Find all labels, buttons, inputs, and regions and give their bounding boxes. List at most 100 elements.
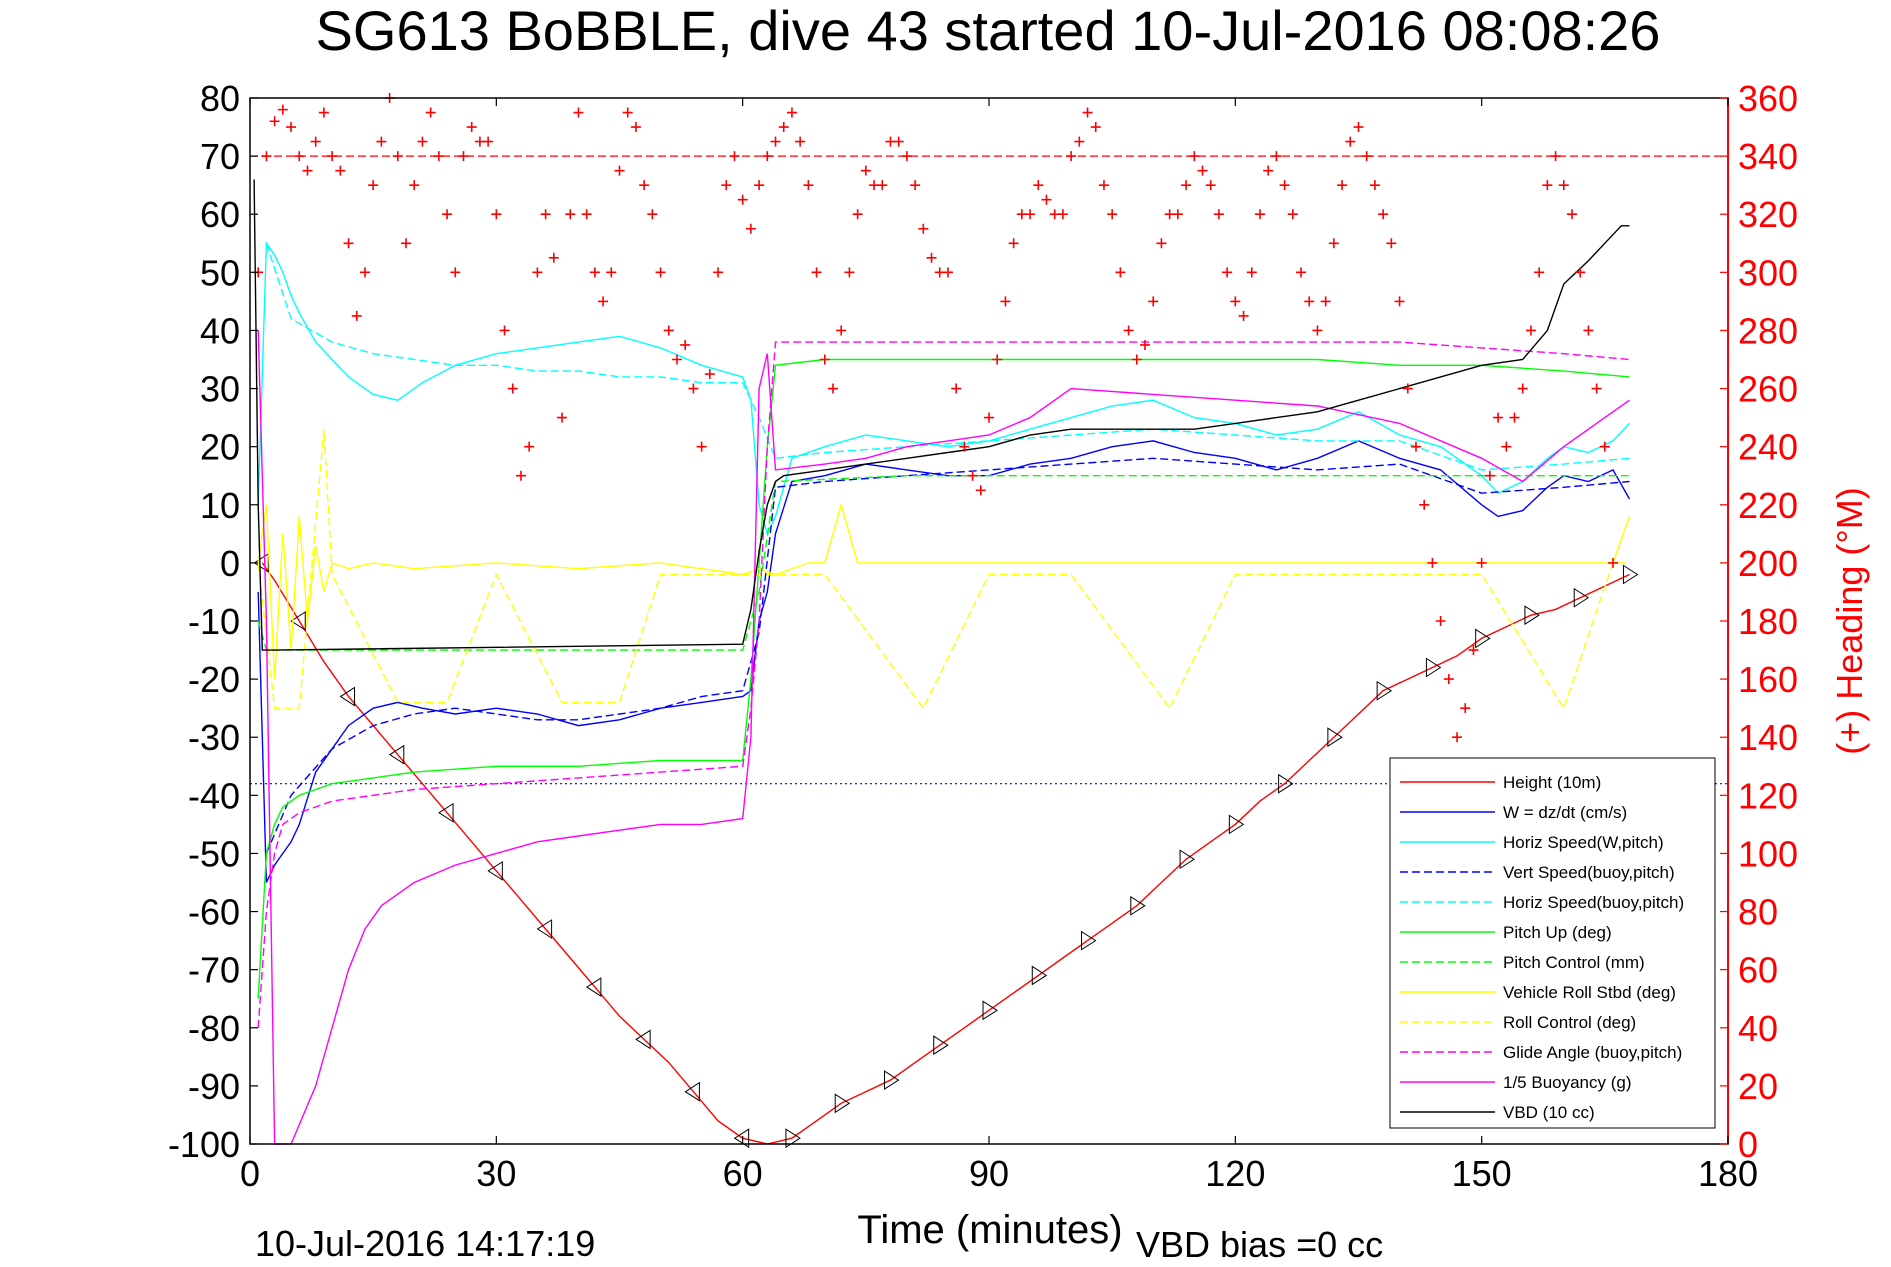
height-marker (1622, 564, 1639, 585)
height-markers (253, 552, 1639, 1149)
heading-point (401, 238, 412, 249)
heading-point (532, 267, 543, 278)
legend-item-pitch-control-mm: Pitch Control (mm) (1400, 953, 1645, 972)
height-marker (1081, 930, 1097, 951)
heading-point (992, 354, 1003, 365)
height-marker (1475, 628, 1491, 649)
height-marker (1228, 814, 1245, 835)
heading-point (409, 180, 420, 191)
y2-tick-label: 100 (1738, 833, 1798, 874)
y2-tick-label: 80 (1738, 892, 1778, 933)
height-marker (684, 1081, 700, 1102)
heading-point (647, 209, 658, 220)
heading-point (1000, 296, 1011, 307)
height-marker (1031, 965, 1048, 986)
heading-point (680, 339, 691, 350)
heading-point (450, 267, 461, 278)
legend-label: Vert Speed(buoy,pitch) (1503, 863, 1675, 882)
legend-label: Pitch Control (mm) (1503, 953, 1645, 972)
y2-tick-label: 40 (1738, 1008, 1778, 1049)
heading-point (483, 136, 494, 147)
heading-point (327, 151, 338, 162)
footer-date: 10-Jul-2016 14:17:19 (255, 1223, 595, 1262)
legend-item-w-dz-dt-cm-s: W = dz/dt (cm/s) (1400, 803, 1627, 822)
heading-point (1599, 441, 1610, 452)
y-tick-label: 40 (200, 310, 240, 351)
heading-point (1591, 383, 1602, 394)
series-vbd-10-cc (253, 179, 1630, 651)
y-tick-label: -10 (188, 601, 240, 642)
footer-vbd-bias: VBD bias =0 cc (1136, 1224, 1383, 1262)
legend-item-horiz-speed-w-pitch: Horiz Speed(W,pitch) (1400, 833, 1664, 852)
y2-tick-label: 320 (1738, 194, 1798, 235)
y-tick-label: -80 (188, 1008, 240, 1049)
legend-label: Horiz Speed(W,pitch) (1503, 833, 1664, 852)
series-1-5-buoyancy-g (257, 330, 1630, 1145)
heading-point (975, 485, 986, 496)
heading-point (1345, 136, 1356, 147)
heading-point (1566, 209, 1577, 220)
legend-items: Height (10m) W = dz/dt (cm/s) Horiz Speed(… (1400, 773, 1684, 1122)
heading-point (1608, 557, 1619, 568)
height-marker (536, 919, 553, 939)
heading-point (524, 441, 535, 452)
heading-point (803, 180, 814, 191)
heading-point (1361, 151, 1372, 162)
x-tick-label: 90 (969, 1153, 1009, 1194)
y2-axis-label: (+) Heading (°M) (1829, 487, 1870, 754)
legend-item-roll-control-deg: Roll Control (deg) (1400, 1013, 1636, 1032)
heading-point (942, 267, 953, 278)
x-axis-label: Time (minutes) (857, 1208, 1122, 1252)
heading-point (639, 180, 650, 191)
heading-point (515, 470, 526, 481)
height-marker (1179, 849, 1195, 870)
heading-point (1542, 180, 1553, 191)
heading-point (491, 209, 502, 220)
series-w-dz-dt-cm-s (257, 440, 1631, 883)
heading-point (860, 165, 871, 176)
heading-point (335, 165, 346, 176)
heading-point (318, 107, 329, 118)
heading-point (1419, 499, 1430, 510)
heading-point (836, 325, 847, 336)
y-tick-label: 0 (220, 543, 240, 584)
y2-tick-label: 280 (1738, 310, 1798, 351)
heading-point (261, 151, 272, 162)
series-height-10m (261, 562, 1630, 1145)
heading-point (630, 122, 641, 133)
heading-point (951, 383, 962, 394)
heading-point (729, 151, 740, 162)
y-tick-label: 30 (200, 369, 240, 410)
heading-point (294, 151, 305, 162)
heading-point (1222, 267, 1233, 278)
heading-point (1131, 354, 1142, 365)
heading-point (984, 412, 994, 423)
heading-point (557, 412, 568, 423)
y-tick-label: 20 (200, 427, 240, 468)
heading-point (606, 267, 617, 278)
height-marker (1573, 587, 1590, 608)
heading-point (770, 136, 781, 147)
heading-point (589, 267, 600, 278)
heading-point (795, 136, 806, 147)
heading-point (1525, 325, 1536, 336)
heading-point (466, 122, 477, 133)
heading-point (1460, 703, 1471, 714)
legend-label: Vehicle Roll Stbd (deg) (1503, 983, 1676, 1002)
heading-point (959, 441, 970, 452)
series-pitch-up-deg (257, 358, 1630, 999)
series-horiz-speed-w-pitch (257, 241, 1631, 536)
heading-point (819, 354, 830, 365)
heading-point (269, 116, 280, 127)
heading-point (1057, 209, 1068, 220)
heading-point (926, 252, 937, 263)
heading-point (671, 354, 682, 365)
heading-point (1410, 441, 1421, 452)
y-tick-label: -50 (188, 833, 240, 874)
legend-item-height-10m: Height (10m) (1400, 773, 1601, 792)
height-marker (733, 1128, 750, 1149)
heading-point (852, 209, 863, 220)
legend-item-vbd-10-cc: VBD (10 cc) (1400, 1103, 1595, 1122)
height-marker (438, 802, 454, 823)
heading-point (376, 136, 387, 147)
